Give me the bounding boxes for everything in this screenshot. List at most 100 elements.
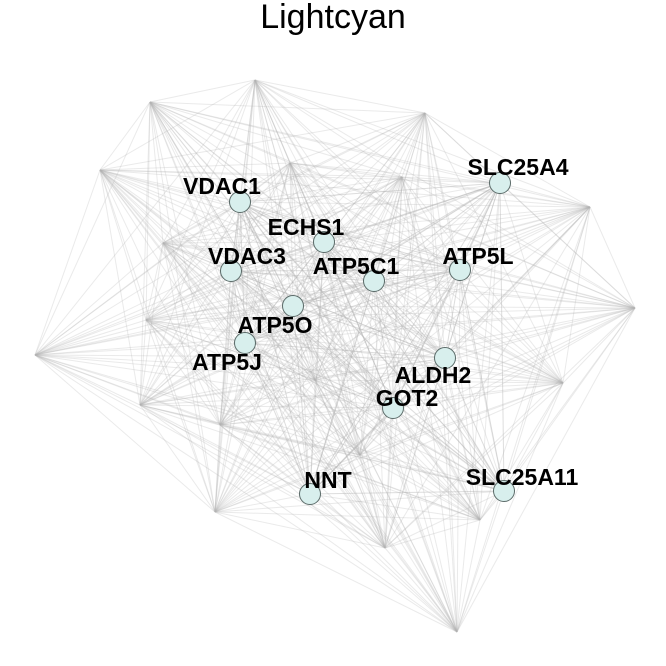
network-edge — [424, 112, 591, 208]
network-edge — [323, 176, 403, 243]
network-edge — [244, 176, 403, 344]
network-edge — [244, 206, 591, 344]
network-edge — [456, 382, 564, 633]
network-edge — [373, 280, 446, 359]
network-edge — [254, 79, 458, 633]
network-edge — [323, 241, 505, 492]
network-edge — [289, 162, 394, 409]
network-edge — [99, 169, 294, 307]
network-edge — [219, 307, 636, 426]
network-edge — [230, 270, 446, 359]
network-edge — [99, 169, 375, 282]
network-edge — [244, 241, 325, 344]
gene-node-atp5c1 — [363, 270, 385, 292]
network-edge — [239, 201, 361, 456]
network-edge — [459, 269, 505, 492]
network-edge — [230, 201, 241, 272]
network-edge — [149, 101, 221, 426]
network-edge — [99, 112, 426, 171]
network-edge — [139, 357, 446, 406]
network-edge — [139, 176, 403, 406]
network-edge — [34, 270, 232, 356]
network-edge — [309, 269, 461, 495]
gene-label-vdac3: VDAC3 — [208, 243, 286, 269]
network-edge — [499, 182, 636, 309]
network-edge — [99, 169, 221, 426]
network-edge — [254, 79, 311, 495]
network-edge — [99, 169, 446, 359]
network-edge — [401, 176, 501, 184]
network-edge — [392, 176, 403, 409]
gene-node-aldh2 — [434, 347, 456, 369]
network-edge — [99, 162, 291, 171]
network-edge — [292, 305, 311, 495]
network-edge — [254, 79, 636, 309]
network-edge — [34, 269, 461, 356]
network-edge — [254, 79, 564, 384]
gene-label-aldh2: ALDH2 — [395, 362, 472, 388]
network-edge — [99, 101, 151, 171]
gene-node-atp5l — [449, 259, 471, 281]
network-edge — [214, 490, 505, 513]
network-edge — [214, 454, 361, 513]
network-edge — [289, 162, 591, 208]
network-edge — [562, 307, 636, 384]
network-edge — [401, 176, 505, 492]
network-edge — [99, 169, 501, 184]
network-edge — [214, 305, 294, 513]
network-edge — [444, 357, 458, 633]
network-edge — [424, 112, 481, 521]
network-edge — [99, 169, 311, 495]
network-edge — [503, 382, 564, 492]
network-edge — [314, 357, 446, 381]
network-edge — [314, 379, 481, 521]
network-edge — [359, 454, 505, 492]
network-edge — [289, 162, 564, 384]
network-edge — [162, 242, 246, 344]
network-edge — [292, 305, 636, 309]
network-edge — [314, 379, 505, 492]
network-edge — [401, 176, 636, 309]
network-edge — [145, 206, 591, 321]
network-edge — [230, 270, 294, 307]
network-edge — [373, 269, 461, 282]
network-edge — [219, 182, 501, 426]
network-edge — [392, 206, 591, 409]
network-edge — [309, 407, 394, 495]
network-edge — [145, 176, 403, 321]
network-edge — [292, 305, 316, 381]
network-edge — [214, 493, 311, 513]
gene-label-vdac1: VDAC1 — [183, 173, 261, 199]
network-edge — [145, 305, 294, 321]
network-edge — [149, 101, 636, 309]
network-edge — [456, 490, 505, 633]
network-edge — [359, 454, 481, 521]
network-edge — [230, 270, 246, 344]
network-edge — [359, 269, 461, 456]
network-edge — [99, 169, 591, 208]
network-edge — [214, 511, 386, 549]
network-edge — [99, 169, 316, 381]
network-edge — [459, 269, 481, 521]
network-edge — [314, 379, 394, 409]
network-edge — [149, 101, 232, 272]
network-edge — [314, 112, 426, 381]
network-edge — [456, 307, 636, 633]
network-edge — [145, 101, 151, 321]
network-edge — [145, 270, 232, 321]
network-edge — [244, 162, 291, 344]
gene-label-atp5j: ATP5J — [192, 349, 262, 375]
network-edge — [162, 242, 481, 521]
network-edge — [34, 354, 446, 359]
network-edge — [219, 424, 481, 521]
network-edge — [149, 101, 461, 271]
network-edge — [99, 169, 403, 178]
network-edge — [254, 79, 426, 114]
network-edge — [145, 319, 361, 456]
network-edge — [34, 305, 294, 356]
network-edge — [562, 206, 591, 384]
gene-node-nnt — [299, 483, 321, 505]
network-edge — [309, 176, 403, 495]
network-edge — [323, 112, 426, 243]
network-edge — [239, 201, 394, 409]
